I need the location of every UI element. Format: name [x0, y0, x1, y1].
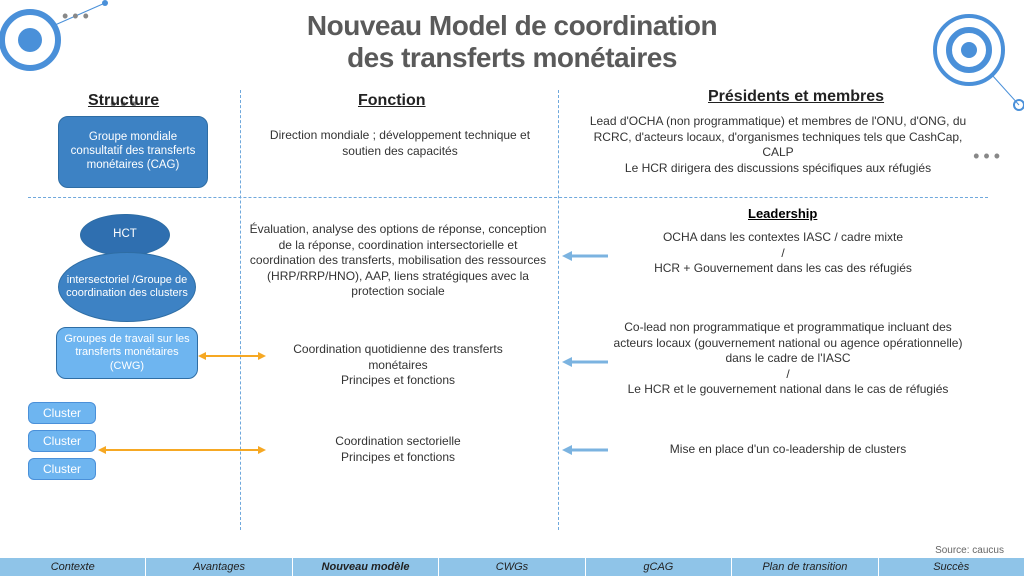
col-fonction-header: Fonction — [358, 92, 426, 110]
fonction-row1: Direction mondiale ; développement techn… — [260, 128, 540, 159]
nav-bar: Contexte Avantages Nouveau modèle CWGs g… — [0, 558, 1024, 576]
nav-avantages[interactable]: Avantages — [146, 558, 292, 576]
dots-deco: ••• — [62, 6, 93, 27]
fonction-row2: Évaluation, analyse des options de répon… — [248, 222, 548, 300]
leadership-header: Leadership — [748, 206, 817, 221]
horizontal-divider — [28, 197, 988, 198]
nav-contexte[interactable]: Contexte — [0, 558, 146, 576]
presidents-row2: OCHA dans les contextes IASC / cadre mix… — [608, 230, 958, 277]
arrow-blue — [562, 444, 608, 456]
arrow-orange — [198, 350, 266, 362]
source-label: Source: caucus — [935, 545, 1004, 556]
vertical-divider — [558, 90, 559, 530]
nav-succes[interactable]: Succès — [879, 558, 1024, 576]
fonction-row3: Coordination quotidienne des transferts … — [268, 342, 528, 389]
node-hct: HCT — [80, 214, 170, 256]
nav-nouveau-modele[interactable]: Nouveau modèle — [293, 558, 439, 576]
page-title: Nouveau Model de coordinationdes transfe… — [0, 0, 1024, 74]
presidents-row4: Mise en place d'un co-leadership de clus… — [618, 442, 958, 458]
arrow-blue — [562, 250, 608, 262]
node-cluster: Cluster — [28, 458, 96, 480]
col-structure-header: Structure — [88, 92, 159, 110]
col-presidents-header: Présidents et membres — [708, 88, 884, 106]
presidents-row1: Lead d'OCHA (non programmatique) et memb… — [588, 114, 968, 176]
presidents-row3: Co-lead non programmatique et programmat… — [608, 320, 968, 398]
nav-cwgs[interactable]: CWGs — [439, 558, 585, 576]
node-intersectoriel: intersectoriel /Groupe de coordination d… — [58, 252, 196, 322]
nav-plan-transition[interactable]: Plan de transition — [732, 558, 878, 576]
node-cluster: Cluster — [28, 430, 96, 452]
arrow-blue — [562, 356, 608, 368]
node-cluster: Cluster — [28, 402, 96, 424]
node-cwg: Groupes de travail sur les transferts mo… — [56, 327, 198, 379]
node-cag: Groupe mondiale consultatif des transfer… — [58, 116, 208, 188]
fonction-row4: Coordination sectorielle Principes et fo… — [268, 434, 528, 465]
nav-gcag[interactable]: gCAG — [586, 558, 732, 576]
arrow-orange — [98, 444, 266, 456]
vertical-divider — [240, 90, 241, 530]
